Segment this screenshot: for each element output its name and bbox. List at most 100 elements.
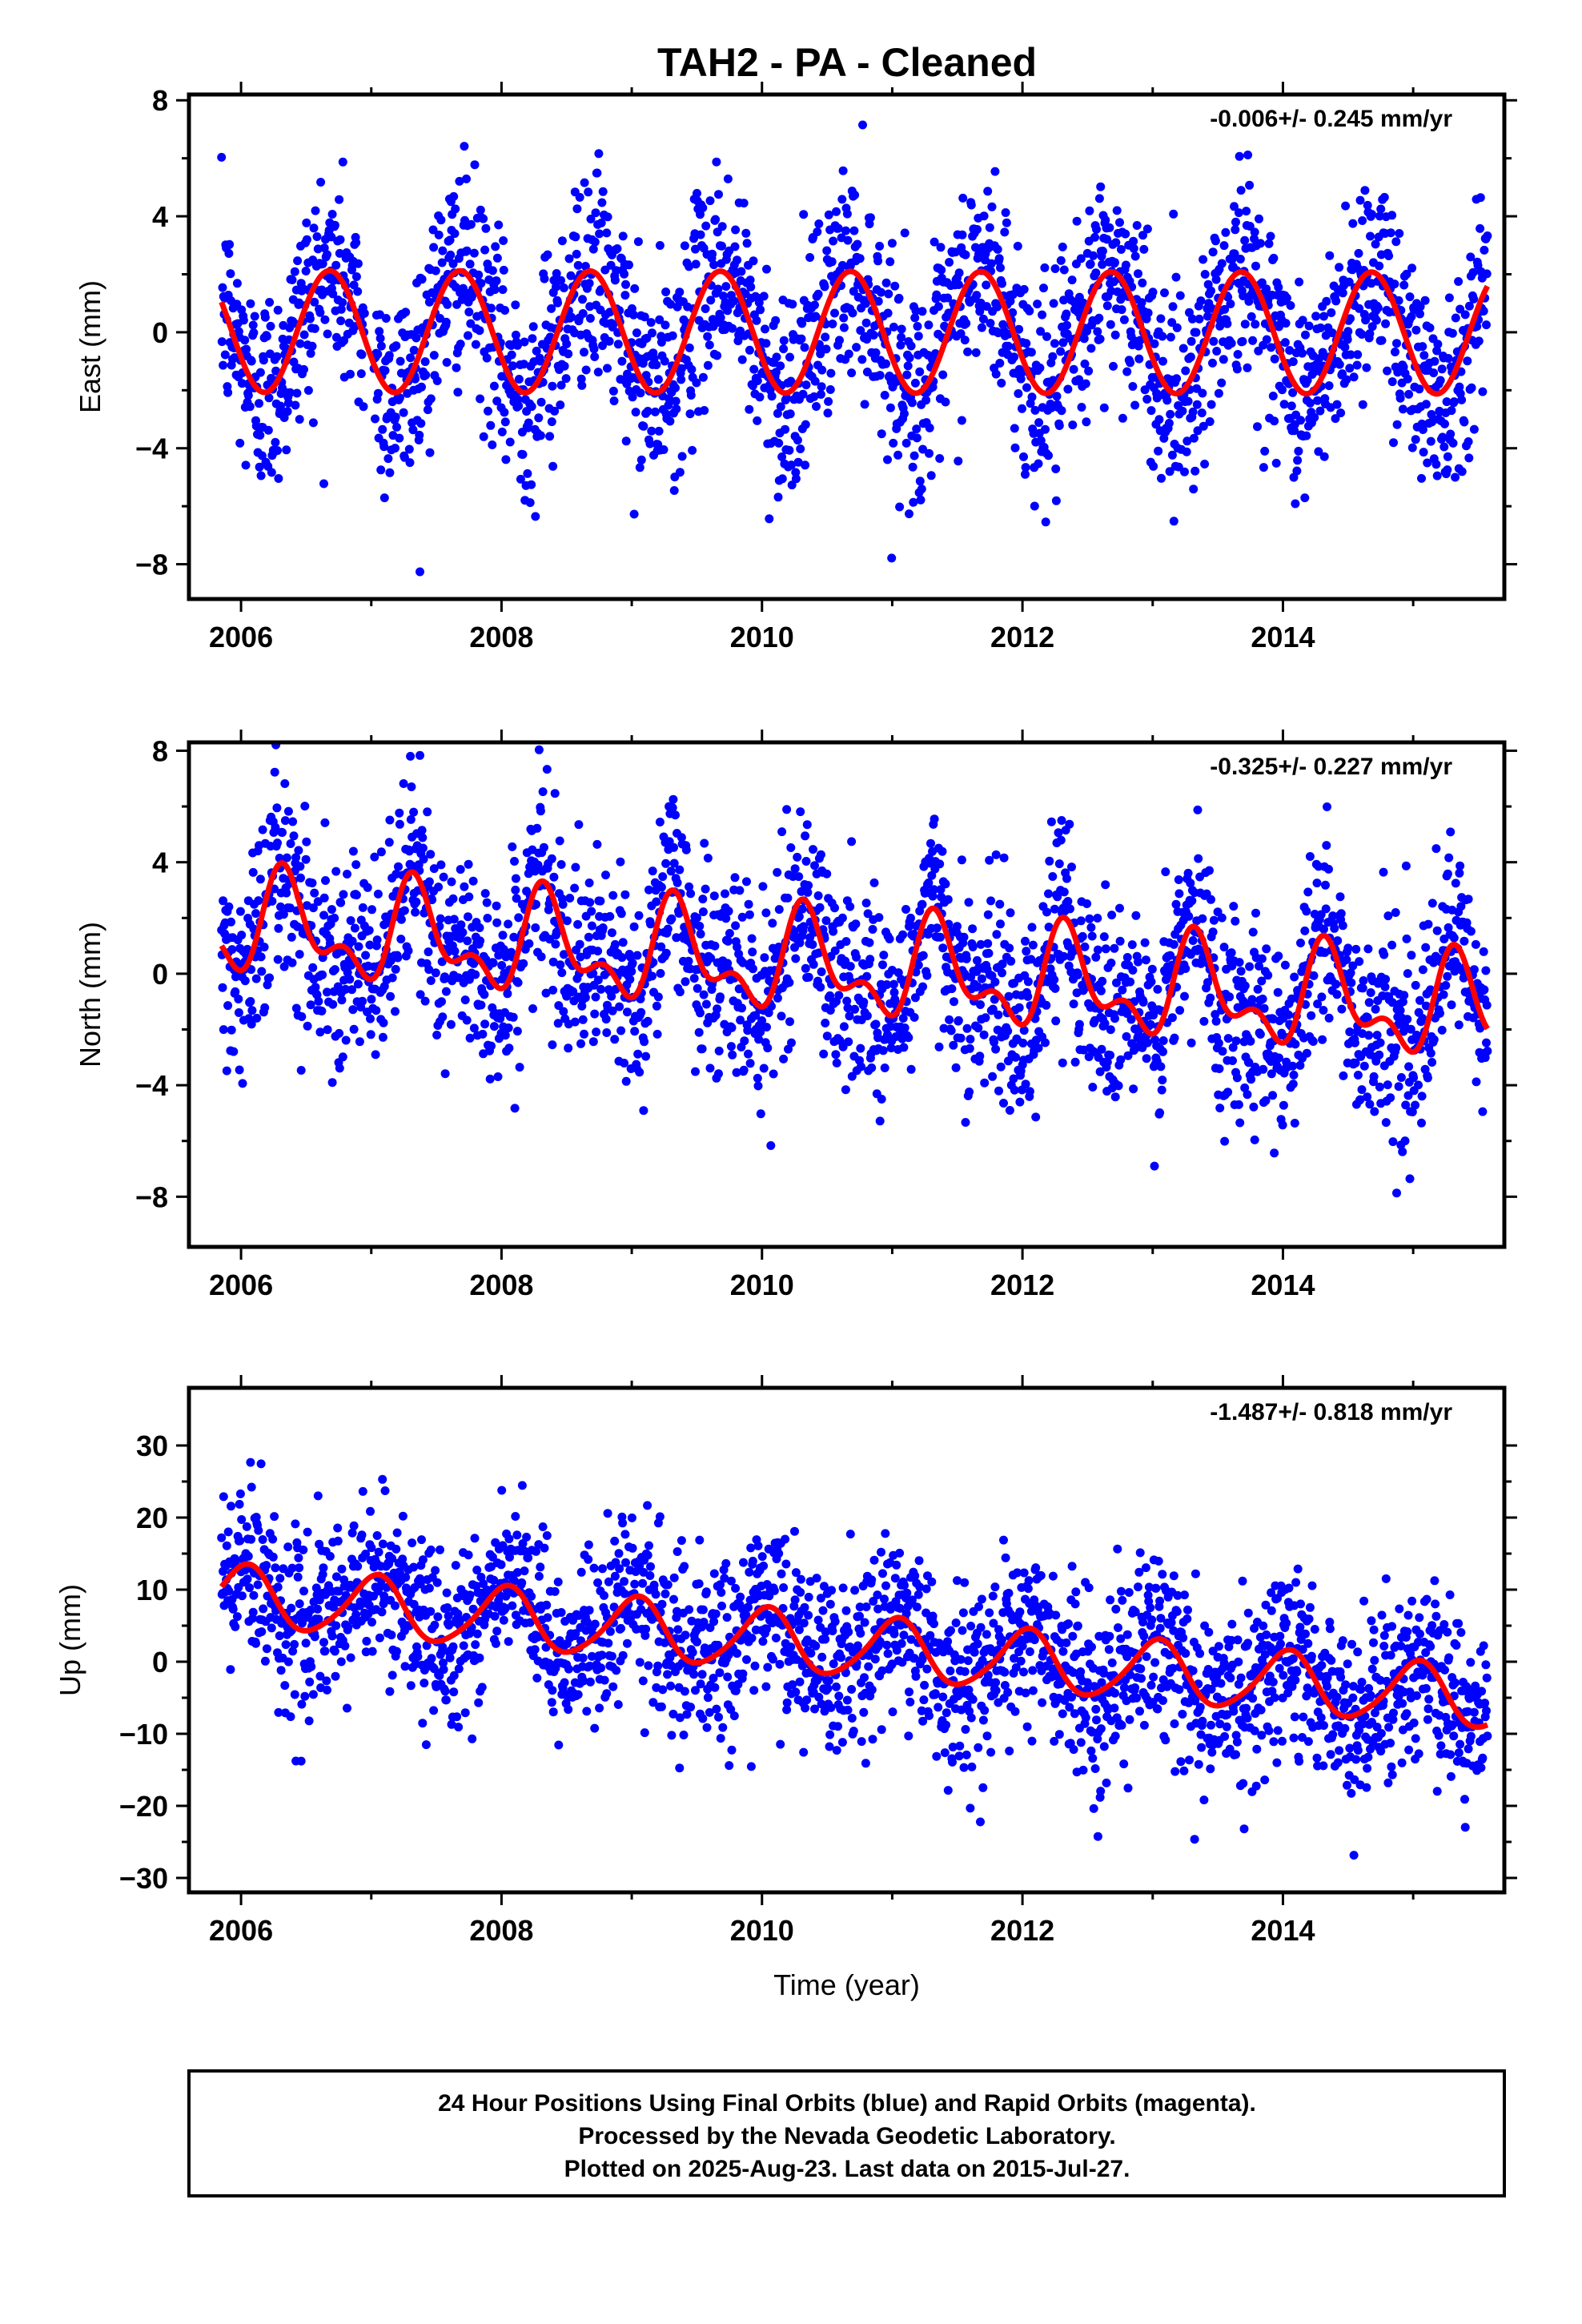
data-point: [310, 297, 319, 307]
data-point: [1398, 1147, 1407, 1156]
data-point: [1150, 339, 1159, 348]
data-point: [977, 974, 986, 983]
data-point: [1482, 1038, 1491, 1047]
data-point: [878, 960, 887, 970]
data-point: [376, 341, 386, 351]
data-point: [1180, 467, 1189, 476]
data-point: [1231, 916, 1240, 926]
data-point: [371, 1050, 380, 1059]
data-point: [476, 205, 485, 215]
data-point: [829, 927, 838, 936]
data-point: [696, 929, 705, 939]
model-curve: [219, 267, 1490, 397]
data-point: [785, 1017, 794, 1027]
data-point: [693, 983, 702, 993]
data-point: [796, 807, 805, 817]
data-point: [274, 474, 283, 483]
data-point: [938, 943, 948, 953]
data-point: [255, 368, 265, 377]
data-point: [1051, 1016, 1061, 1026]
data-point: [972, 291, 982, 300]
data-point: [581, 365, 591, 375]
data-point: [590, 352, 600, 361]
data-point: [739, 199, 749, 208]
data-point: [1464, 453, 1474, 463]
data-point: [901, 905, 910, 914]
data-point: [767, 392, 777, 401]
data-point: [436, 914, 445, 923]
data-point: [451, 204, 460, 214]
data-point: [1391, 1043, 1401, 1052]
data-point: [1255, 239, 1265, 248]
data-point: [217, 1533, 227, 1542]
data-point: [273, 446, 282, 456]
data-point: [421, 370, 431, 380]
data-point: [1220, 304, 1230, 314]
data-point: [1317, 992, 1327, 1002]
data-point: [395, 808, 404, 818]
data-point: [570, 1017, 580, 1027]
data-point: [531, 512, 540, 521]
data-point: [985, 223, 994, 232]
data-point: [455, 176, 464, 186]
data-point: [227, 917, 235, 927]
data-point: [1332, 990, 1342, 999]
data-point: [1006, 956, 1016, 966]
data-point: [404, 946, 413, 955]
data-point: [1002, 218, 1011, 227]
data-point: [1092, 224, 1101, 234]
data-point: [1115, 903, 1124, 913]
data-point: [1205, 866, 1214, 875]
data-point: [412, 897, 421, 907]
data-point: [426, 850, 436, 859]
data-point: [438, 1012, 448, 1022]
data-point: [306, 1000, 315, 1010]
data-point: [387, 973, 397, 983]
data-point: [492, 901, 501, 911]
data-point: [392, 422, 401, 432]
data-point: [701, 221, 711, 231]
data-point: [935, 932, 945, 942]
data-point: [917, 307, 927, 316]
data-point: [418, 843, 428, 853]
data-point: [384, 351, 394, 360]
data-point: [452, 363, 461, 372]
data-point: [1112, 206, 1122, 215]
data-point: [817, 365, 827, 375]
data-point: [748, 964, 757, 974]
data-point: [1407, 312, 1416, 321]
data-point: [736, 1015, 745, 1025]
data-point: [994, 1010, 1003, 1019]
data-point: [456, 865, 465, 875]
data-point: [587, 921, 596, 931]
data-point: [791, 954, 801, 963]
data-point: [893, 450, 903, 460]
data-point: [578, 309, 588, 318]
data-point: [1288, 1061, 1298, 1071]
data-point: [801, 420, 810, 429]
data-point: [995, 899, 1005, 909]
data-point: [328, 999, 338, 1009]
data-point: [1360, 186, 1370, 195]
data-point: [1046, 817, 1056, 826]
data-point: [756, 1109, 765, 1119]
data-point: [694, 1027, 704, 1037]
y-axis-label: North (mm): [74, 922, 106, 1068]
data-point: [801, 831, 810, 841]
data-point: [580, 993, 590, 1003]
data-point: [918, 444, 928, 454]
data-point: [1225, 992, 1235, 1002]
data-point: [279, 910, 288, 919]
data-point: [514, 401, 524, 411]
data-point: [1446, 827, 1456, 837]
data-point: [218, 983, 227, 992]
data-point: [351, 891, 361, 900]
data-point: [900, 228, 909, 238]
data-point: [1187, 314, 1197, 324]
data-point: [460, 995, 470, 1005]
data-point: [723, 174, 733, 183]
data-point: [251, 1638, 260, 1648]
data-point: [1340, 343, 1350, 352]
data-point: [464, 859, 473, 869]
data-point: [1128, 966, 1138, 975]
